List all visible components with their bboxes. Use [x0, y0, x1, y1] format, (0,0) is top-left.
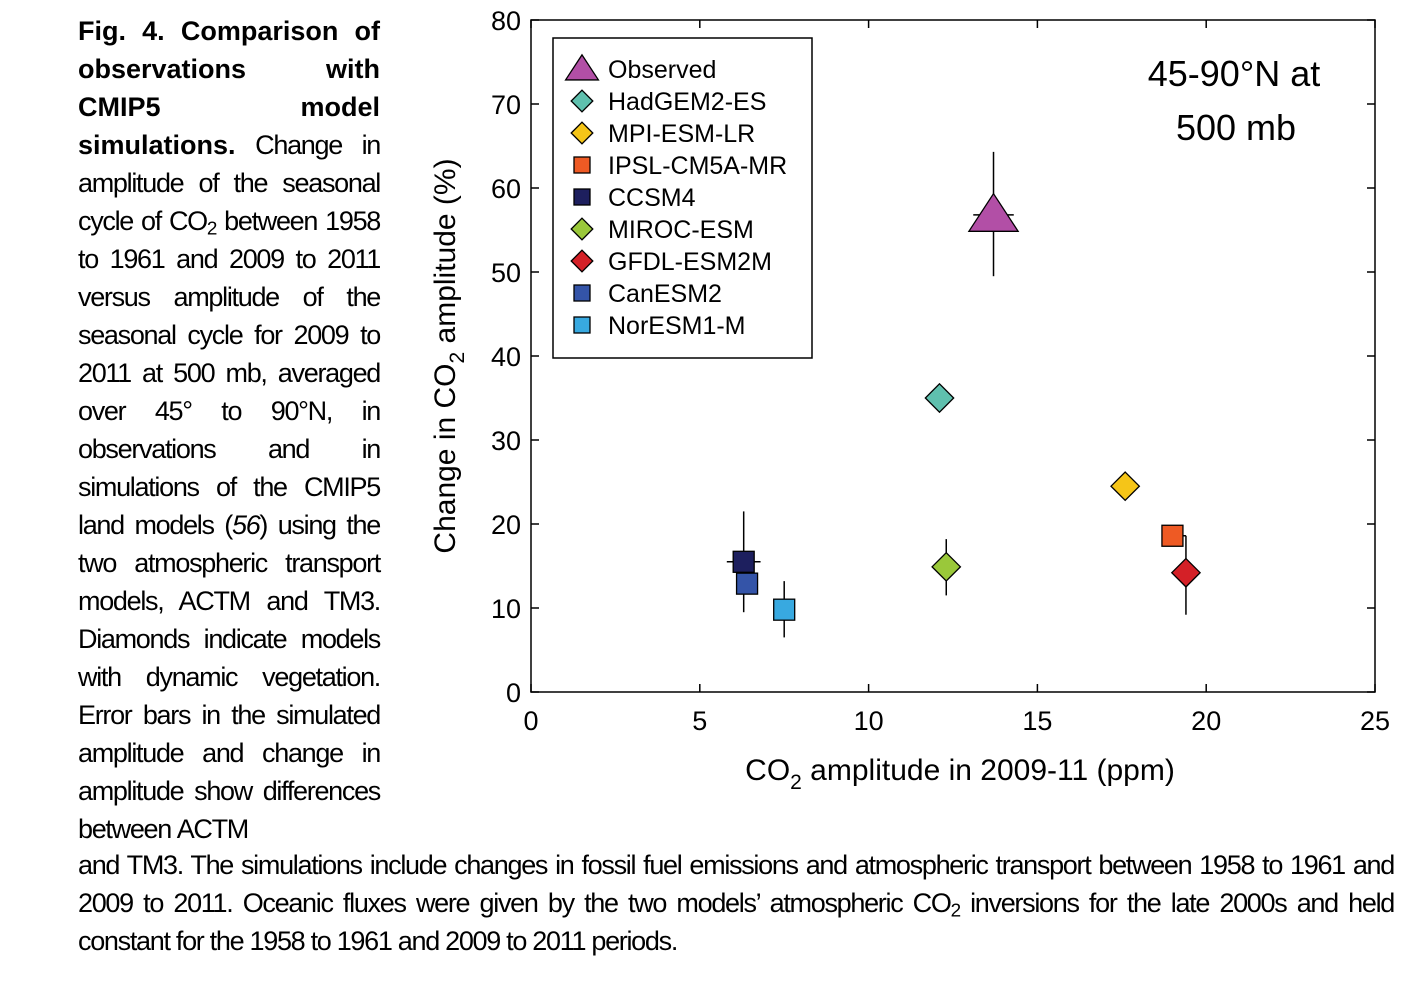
legend-label-gfdl-esm2m: GFDL-ESM2M: [608, 248, 772, 276]
y-tick-label: 60: [491, 174, 521, 204]
point-miroc-esm: [931, 551, 962, 582]
point-hadgem2-es: [924, 382, 955, 414]
legend-marker-gfdl-esm2m: [570, 249, 594, 273]
point-mpi-esm-lr: [1110, 471, 1141, 502]
point-canesm2: [735, 572, 759, 595]
legend-marker-ipsl-cm5a-mr: [573, 156, 591, 174]
legend-label-hadgem2-es: HadGEM2-ES: [608, 88, 766, 116]
y-tick-label: 70: [491, 90, 521, 120]
point-observed: [967, 192, 1020, 232]
legend-label-noresm1-m: NorESM1-M: [608, 312, 746, 340]
caption-part-c: ) using the two atmospheric transport mo…: [78, 510, 381, 844]
y-tick-label: 40: [491, 342, 521, 372]
legend-marker-mpi-esm-lr: [570, 121, 594, 145]
legend-label-miroc-esm: MIROC-ESM: [608, 216, 754, 244]
caption-bottom-b: inversions for the late 2000s and held c…: [78, 888, 1395, 956]
legend-box: [552, 37, 813, 359]
y-tick-label: 20: [491, 510, 521, 540]
y-tick-label: 10: [491, 594, 521, 624]
point-ipsl-cm5a-mr: [1161, 524, 1184, 547]
legend-marker-ccsm4: [573, 188, 591, 206]
legend-marker-noresm1-m: [573, 316, 591, 334]
caption-bottom-subscript: 2: [950, 900, 962, 922]
caption-bottom-a: and TM3. The simulations include changes…: [78, 850, 1395, 918]
legend-label-ccsm4: CCSM4: [608, 184, 696, 212]
x-tick-label: 0: [523, 706, 538, 736]
data-points: [726, 151, 1202, 638]
x-tick-label: 20: [1191, 706, 1221, 736]
caption-reference: 56: [231, 510, 261, 540]
legend-marker-hadgem2-es: [570, 89, 594, 113]
legend-label-ipsl-cm5a-mr: IPSL-CM5A-MR: [608, 152, 787, 180]
legend-marker-canesm2: [573, 284, 591, 302]
figure-caption-continued: and TM3. The simulations include changes…: [78, 846, 1395, 960]
x-tick-label: 15: [1022, 706, 1052, 736]
x-tick-label: 25: [1360, 706, 1390, 736]
point-gfdl-esm2m: [1170, 557, 1202, 588]
y-axis-label: Change in CO2 amplitude (%): [429, 158, 469, 553]
point-ccsm4: [732, 550, 755, 573]
axes: 0 5 10 15 20 25 0 10 20 30 40 50 60 70 80: [491, 6, 1390, 736]
legend-label-observed: Observed: [608, 56, 716, 84]
legend: Observed HadGEM2-ES MPI-ESM-LR IPSL-CM5A-MR…: [552, 37, 813, 359]
y-tick-label: 0: [506, 678, 521, 708]
legend-marker-observed: [564, 53, 600, 81]
figure-label: Fig. 4. Comparison of observations with …: [78, 16, 380, 160]
legend-marker-miroc-esm: [570, 217, 594, 241]
caption-part-b: between 1958 to 1961 and 2009 to 2011 ve…: [78, 206, 381, 540]
annotation-line-1: 45-90°N at: [1148, 53, 1321, 94]
x-tick-label: 10: [854, 706, 884, 736]
legend-label-mpi-esm-lr: MPI-ESM-LR: [608, 120, 755, 148]
caption-part-a: Change in amplitude of the seasonal cycl…: [78, 130, 381, 236]
legend-label-canesm2: CanESM2: [608, 280, 722, 308]
x-tick-label: 5: [692, 706, 707, 736]
y-tick-label: 80: [491, 6, 521, 36]
annotation-line-2: 500 mb: [1176, 107, 1296, 148]
y-tick-label: 50: [491, 258, 521, 288]
x-axis-label: CO2 amplitude in 2009-11 (ppm): [745, 754, 1175, 794]
y-tick-label: 30: [491, 426, 521, 456]
figure-caption: Fig. 4. Comparison of observations with …: [78, 12, 381, 848]
point-noresm1-m: [773, 598, 796, 621]
caption-subscript: 2: [206, 218, 218, 240]
